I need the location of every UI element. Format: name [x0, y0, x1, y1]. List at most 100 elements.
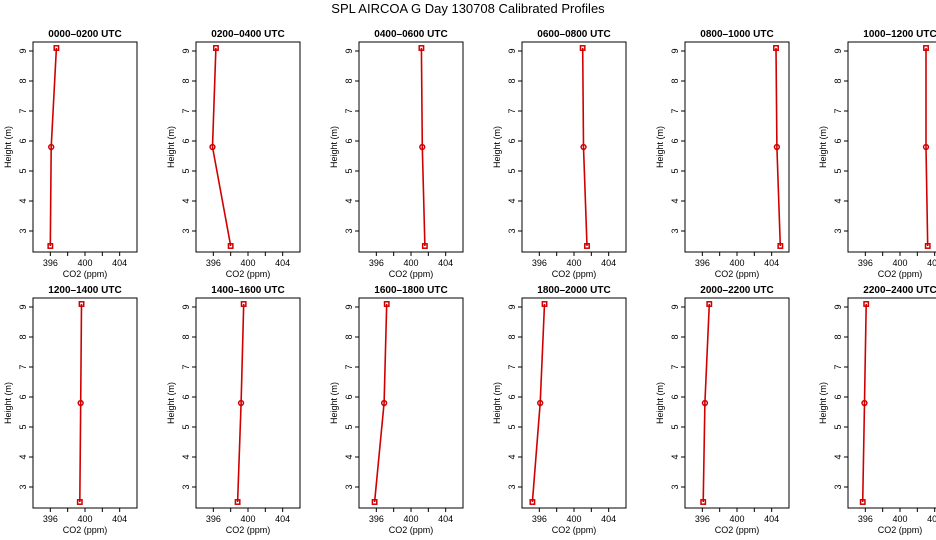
y-tick-label: 6	[670, 138, 680, 143]
data-point	[78, 301, 85, 307]
y-tick-label: 5	[18, 168, 28, 173]
panel-10: 1800–2000 UTC 396 400 404 3 4 5 6 7 8 9 CO2 (ppm) He…	[492, 285, 627, 535]
panel-11: 2000–2200 UTC 396 400 404 3 4 5 6 7 8 9 CO2 (ppm) He…	[655, 285, 790, 535]
data-point	[237, 399, 245, 407]
x-tick-label: 400	[892, 258, 907, 268]
y-tick-label: 8	[833, 78, 843, 83]
y-axis-label: Height (m)	[166, 126, 176, 168]
profile-line	[211, 47, 232, 247]
y-tick-label: 3	[507, 228, 517, 233]
x-tick-label: 396	[369, 514, 384, 524]
y-tick-label: 8	[344, 78, 354, 83]
profile-line	[775, 47, 782, 247]
x-tick-label: 400	[240, 514, 255, 524]
x-tick-label: 404	[438, 514, 453, 524]
x-axis-label: CO2 (ppm)	[878, 269, 923, 279]
data-point	[380, 399, 388, 407]
y-axis-label: Height (m)	[492, 382, 502, 424]
x-tick-label: 396	[43, 258, 58, 268]
figure-title: SPL AIRCOA G Day 130708 Calibrated Profi…	[331, 1, 605, 16]
y-tick-label: 7	[833, 364, 843, 369]
panel-title: 2200–2400 UTC	[863, 285, 936, 296]
plot-frame	[521, 41, 627, 253]
profile-line	[531, 303, 546, 503]
plot-frame	[358, 297, 464, 509]
data-point	[234, 499, 241, 505]
y-tick-label: 7	[18, 364, 28, 369]
y-tick-label: 5	[181, 424, 191, 429]
plot-frame	[195, 41, 301, 253]
y-tick-label: 4	[18, 454, 28, 459]
panel-5: 0800–1000 UTC 396 400 404 3 4 5 6 7 8 9 CO2 (ppm) He…	[655, 29, 790, 279]
y-tick-label: 8	[833, 334, 843, 339]
y-axis-label: Height (m)	[492, 126, 502, 168]
y-tick-label: 9	[344, 48, 354, 53]
y-tick-label: 6	[18, 138, 28, 143]
x-tick-label: 396	[695, 258, 710, 268]
data-point	[48, 143, 55, 151]
x-tick-label: 404	[927, 514, 936, 524]
y-tick-label: 8	[18, 78, 28, 83]
data-point	[227, 243, 234, 249]
panel-title: 0000–0200 UTC	[48, 29, 121, 40]
data-point	[701, 399, 709, 407]
data-point	[47, 243, 54, 249]
y-tick-label: 6	[507, 138, 517, 143]
y-tick-label: 8	[507, 334, 517, 339]
y-tick-label: 7	[181, 364, 191, 369]
x-tick-label: 404	[275, 514, 290, 524]
x-axis-label: CO2 (ppm)	[226, 525, 271, 535]
y-axis-label: Height (m)	[655, 126, 665, 168]
y-tick-label: 9	[18, 304, 28, 309]
y-tick-label: 3	[507, 484, 517, 489]
y-tick-label: 3	[181, 484, 191, 489]
x-tick-label: 404	[112, 514, 127, 524]
y-tick-label: 9	[833, 304, 843, 309]
data-point	[209, 143, 216, 151]
data-point	[859, 499, 866, 505]
profile-line	[373, 303, 388, 503]
data-point	[76, 499, 83, 505]
y-tick-label: 5	[344, 168, 354, 173]
y-tick-label: 4	[833, 198, 843, 203]
x-axis-label: CO2 (ppm)	[715, 525, 760, 535]
data-point	[371, 499, 378, 505]
x-tick-label: 396	[43, 514, 58, 524]
y-tick-label: 5	[670, 424, 680, 429]
y-tick-label: 9	[181, 48, 191, 53]
plot-frame	[195, 297, 301, 509]
x-axis-label: CO2 (ppm)	[63, 525, 108, 535]
panel-1: 0000–0200 UTC 396 400 404 3 4 5 6 7 8 9 CO2 (ppm) He…	[3, 29, 138, 279]
data-point	[773, 45, 779, 51]
data-point	[861, 399, 868, 407]
y-tick-label: 7	[181, 108, 191, 113]
data-point	[579, 45, 586, 51]
data-point	[541, 301, 548, 307]
x-tick-label: 400	[566, 258, 581, 268]
y-tick-label: 8	[670, 78, 680, 83]
y-tick-label: 7	[507, 108, 517, 113]
plot-frame	[358, 41, 464, 253]
panel-8: 1400–1600 UTC 396 400 404 3 4 5 6 7 8 9 CO2 (ppm) He…	[166, 285, 301, 535]
x-tick-label: 396	[369, 258, 384, 268]
plot-frame	[684, 41, 790, 253]
y-tick-label: 3	[18, 228, 28, 233]
y-tick-label: 7	[507, 364, 517, 369]
y-tick-label: 4	[344, 454, 354, 459]
x-axis-label: CO2 (ppm)	[715, 269, 760, 279]
y-tick-label: 4	[181, 198, 191, 203]
panel-title: 2000–2200 UTC	[700, 285, 773, 296]
x-tick-label: 400	[566, 514, 581, 524]
y-tick-label: 6	[18, 394, 28, 399]
x-axis-label: CO2 (ppm)	[63, 269, 108, 279]
data-point	[212, 45, 219, 51]
data-point	[706, 301, 713, 307]
y-tick-label: 5	[507, 424, 517, 429]
data-point	[537, 399, 544, 407]
profile-line	[861, 303, 867, 503]
data-point	[924, 243, 931, 249]
profile-line	[236, 303, 245, 503]
y-tick-label: 9	[507, 304, 517, 309]
